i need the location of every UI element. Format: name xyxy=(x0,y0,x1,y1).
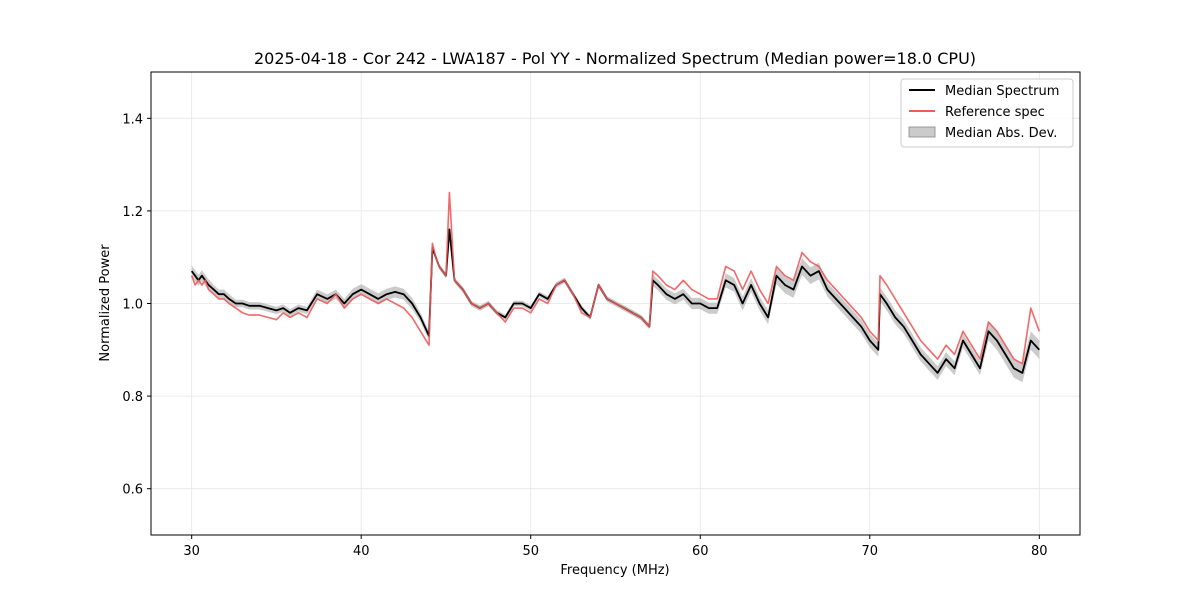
x-tick-label: 30 xyxy=(183,544,200,559)
legend-box xyxy=(900,78,1074,148)
x-axis-label: Frequency (MHz) xyxy=(560,563,669,578)
legend-median-label: Median Spectrum xyxy=(945,84,1059,99)
reference-spectrum-line xyxy=(190,191,1041,365)
x-tick-label: 80 xyxy=(1031,544,1048,559)
y-tick-label: 1.4 xyxy=(122,112,143,127)
y-tick-label: 1.0 xyxy=(122,298,143,313)
legend: Median Spectrum Reference spec Median Ab… xyxy=(900,78,1074,148)
x-tick-label: 40 xyxy=(353,544,370,559)
x-tick-label: 50 xyxy=(522,544,539,559)
legend-mad-swatch xyxy=(908,126,936,138)
reference-series-layer xyxy=(190,191,1041,365)
chart-title: 2025-04-18 - Cor 242 - LWA187 - Pol YY -… xyxy=(254,49,976,68)
y-tick-label: 0.6 xyxy=(122,483,143,498)
x-axis-ticks: 30 40 50 60 70 80 xyxy=(183,535,1048,559)
y-axis-label: Normalized Power xyxy=(98,244,113,362)
x-tick-label: 70 xyxy=(862,544,879,559)
y-tick-label: 1.2 xyxy=(122,205,143,220)
legend-mad-label: Median Abs. Dev. xyxy=(945,126,1057,141)
y-axis-ticks: 0.6 0.8 1.0 1.2 1.4 xyxy=(122,112,151,498)
x-tick-label: 60 xyxy=(692,544,709,559)
y-tick-label: 0.8 xyxy=(122,390,143,405)
legend-reference-label: Reference spec xyxy=(945,105,1045,120)
